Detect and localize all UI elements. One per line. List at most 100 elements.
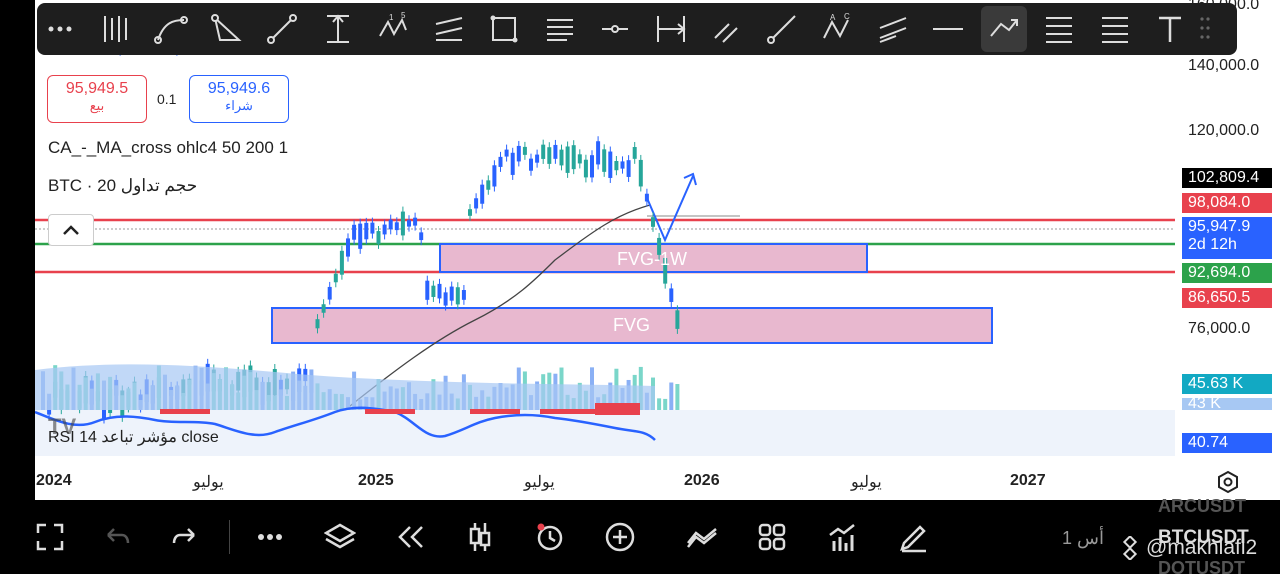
price-chart[interactable]: [35, 0, 1280, 500]
axis-label-120000: 120,000.0: [1188, 122, 1260, 139]
sell-button[interactable]: 95,949.5 بيع: [47, 75, 147, 123]
candle: [333, 273, 338, 283]
candle: [346, 238, 350, 257]
toolbar-separator: [229, 520, 230, 554]
more-button[interactable]: [248, 515, 292, 559]
time-label-2026: 2026: [684, 472, 720, 489]
parallel-channel-tool-button[interactable]: [426, 6, 472, 52]
bottom-toolbar: [0, 500, 1280, 574]
alert-clock-button[interactable]: [528, 515, 572, 559]
candle: [553, 144, 558, 159]
tradingview-logo: TV: [48, 414, 77, 439]
candle: [614, 161, 619, 171]
layers-button[interactable]: [318, 515, 362, 559]
layout-grid-button[interactable]: [750, 515, 794, 559]
add-icon: [605, 522, 635, 552]
user-tag-text: @makhlafi2: [1146, 536, 1258, 559]
fullscreen-button[interactable]: [28, 515, 72, 559]
chevron-up-icon: [63, 225, 79, 235]
volume-indicator-label[interactable]: BTC · حجم تداول 20: [48, 176, 198, 195]
trend-line-tool-button[interactable]: [259, 6, 305, 52]
candle: [461, 290, 466, 300]
fib-retracement-tool-button[interactable]: [1036, 6, 1082, 52]
text-icon: [1159, 16, 1181, 42]
vertical-range-tool-button[interactable]: [315, 6, 361, 52]
drawing-button[interactable]: [892, 515, 936, 559]
more-dots-tool-button[interactable]: [37, 6, 83, 52]
replay-button[interactable]: [388, 515, 432, 559]
ray-tool-button[interactable]: [759, 6, 805, 52]
rsi-indicator-label[interactable]: RSI مؤشر تباعد 14 close: [48, 429, 219, 446]
candle: [663, 257, 668, 284]
fib-extension-tool-button[interactable]: [1092, 6, 1138, 52]
parallel-lines-icon: [879, 17, 906, 43]
sell-price: 95,949.5: [65, 80, 129, 97]
binance-icon: [1122, 536, 1138, 560]
candle: [449, 286, 454, 301]
disjoint-angle-tool-button[interactable]: [703, 6, 749, 52]
parallel-channel-icon: [435, 17, 462, 41]
undo-icon: [107, 528, 130, 544]
candle: [583, 159, 588, 178]
redo-button[interactable]: [164, 515, 208, 559]
projection-arrowhead: [683, 172, 697, 186]
text-tool-button[interactable]: [1147, 6, 1193, 52]
bars-pattern-tool-button[interactable]: [93, 6, 139, 52]
drag-handle-icon[interactable]: [1199, 15, 1211, 43]
candle: [541, 144, 546, 159]
left-edge: [0, 0, 35, 500]
svg-text:5: 5: [401, 12, 406, 20]
ma-cross-indicator-label[interactable]: CA_-_MA_cross ohlc4 50 200 1: [48, 138, 289, 157]
candle: [480, 184, 485, 204]
collapse-legend-button[interactable]: [48, 214, 94, 246]
undo-button[interactable]: [94, 515, 138, 559]
candle: [370, 222, 375, 234]
candle: [437, 283, 442, 299]
add-button[interactable]: [598, 515, 642, 559]
time-label-2024: 2024: [36, 472, 72, 489]
settings-icon[interactable]: [1216, 470, 1240, 494]
axis-label-76000: 76,000.0: [1188, 320, 1251, 337]
candle: [400, 211, 405, 236]
candle: [632, 147, 637, 159]
candle: [321, 304, 326, 313]
time-label-july-2024: يوليو: [193, 474, 224, 491]
buy-button[interactable]: 95,949.6 شراء: [189, 75, 289, 123]
compare-button[interactable]: [680, 515, 724, 559]
candle: [455, 287, 460, 305]
indicators-button[interactable]: [820, 515, 864, 559]
candles-button[interactable]: [458, 515, 502, 559]
countdown: 2d 12h: [1188, 236, 1237, 253]
chart-area[interactable]: [35, 0, 1280, 500]
volume-tag: 45.63 K: [1182, 374, 1272, 394]
curve-icon: [154, 16, 188, 44]
redo-icon: [172, 528, 195, 544]
candle: [516, 145, 521, 162]
price-tag-current: 95,947.9 2d 12h: [1182, 217, 1272, 259]
parallel-lines-tool-button[interactable]: [870, 6, 916, 52]
candle: [327, 286, 332, 300]
rectangle-icon: [490, 15, 518, 43]
candle: [364, 222, 369, 240]
spread-value: 0.1: [157, 91, 177, 107]
candle: [669, 288, 674, 302]
curve-tool-button[interactable]: [148, 6, 194, 52]
horizontal-ray-tool-button[interactable]: [592, 6, 638, 52]
horizontal-line-tool-button[interactable]: [925, 6, 971, 52]
alert-clock-icon: [537, 523, 563, 551]
triangle-pattern-tool-button[interactable]: [204, 6, 250, 52]
svg-text:1: 1: [389, 13, 394, 22]
candle: [486, 180, 491, 190]
path-tool-button[interactable]: [980, 6, 1027, 52]
axis-label-140000: 140,000.0: [1188, 57, 1260, 74]
indicators-icon: [829, 524, 855, 551]
timeframe-label[interactable]: 1 أس: [1062, 528, 1104, 548]
rectangle-tool-button[interactable]: [481, 6, 527, 52]
horizontal-ray-icon: [602, 25, 628, 33]
date-range-tool-button[interactable]: [648, 6, 694, 52]
candle: [510, 152, 515, 175]
price-tag-86650: 86,650.5: [1182, 288, 1272, 308]
horizontal-lines-tool-button[interactable]: [537, 6, 583, 52]
